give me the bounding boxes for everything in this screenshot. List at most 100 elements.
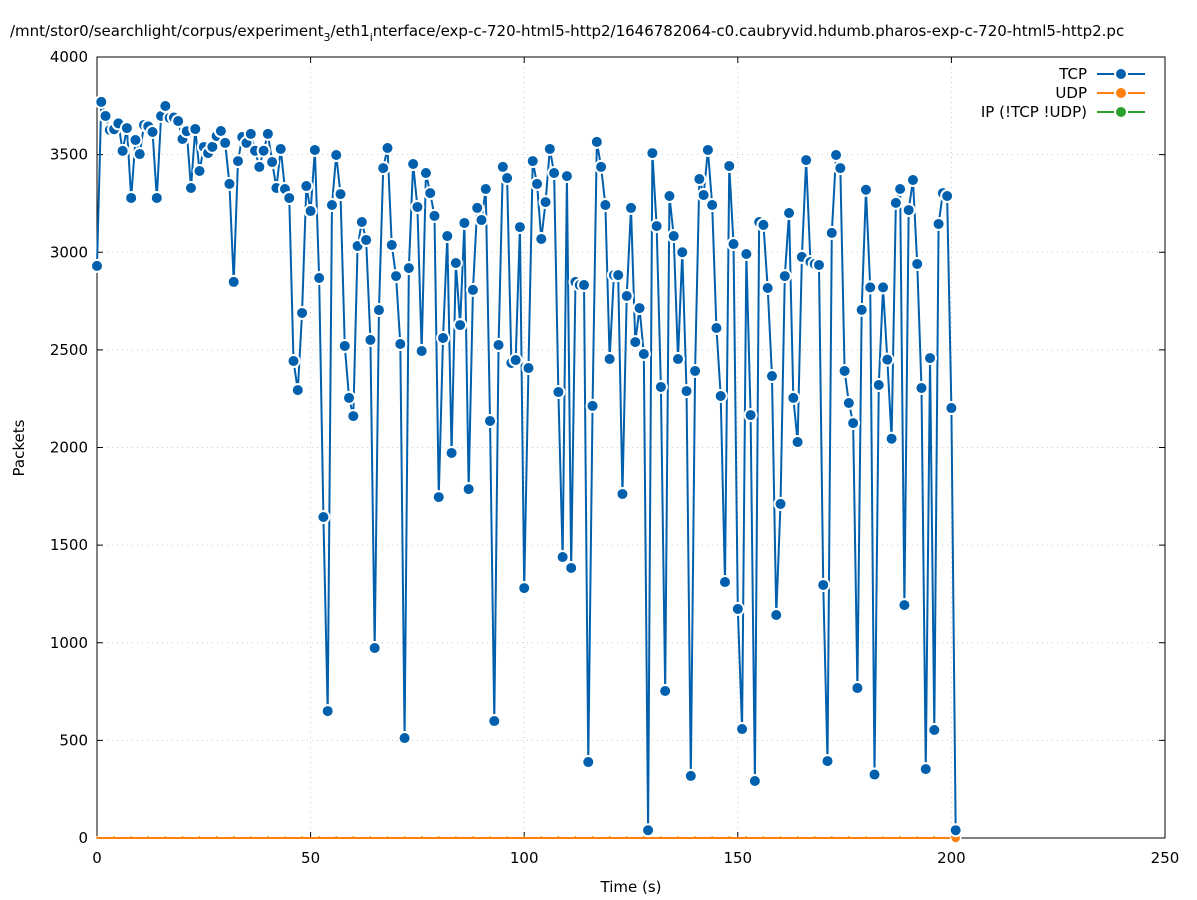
data-point [367, 641, 382, 656]
data-point [252, 159, 267, 174]
data-point [453, 318, 468, 333]
data-point [359, 232, 374, 247]
y-tick-label: 3000 [50, 243, 88, 261]
y-tick-label: 4000 [50, 48, 88, 66]
data-point [923, 351, 938, 366]
data-point [713, 388, 728, 403]
data-point [401, 261, 416, 276]
data-point [829, 148, 844, 163]
data-point [756, 217, 771, 232]
data-point [525, 154, 540, 169]
legend-marker [1114, 105, 1128, 119]
data-point [149, 190, 164, 205]
data-point [632, 301, 647, 316]
y-tick-label: 500 [59, 731, 88, 749]
data-point [342, 390, 357, 405]
data-point [213, 123, 228, 138]
data-point [700, 142, 715, 157]
y-tick-label: 1000 [50, 634, 88, 652]
data-point [376, 161, 391, 176]
data-point [132, 147, 147, 162]
data-point [662, 189, 677, 204]
data-point [577, 278, 592, 293]
data-point [624, 200, 638, 215]
data-point [282, 190, 297, 205]
data-point [389, 269, 404, 284]
data-point [824, 225, 839, 240]
data-point [474, 213, 489, 228]
data-point [478, 181, 493, 196]
data-point [649, 219, 664, 234]
data-point [410, 199, 425, 214]
data-point [777, 269, 792, 284]
data-point [256, 143, 271, 158]
x-tick-label: 100 [510, 849, 539, 867]
data-point [709, 321, 724, 336]
data-point [585, 398, 600, 413]
data-point [346, 409, 361, 424]
data-point [619, 288, 634, 303]
data-point [534, 231, 549, 246]
data-point [329, 148, 344, 163]
data-point [542, 141, 557, 156]
title-text: /mnt/stor0/searchlight/corpus/experiment [10, 22, 324, 40]
data-point [884, 431, 899, 446]
data-point [670, 352, 685, 367]
data-point [290, 383, 305, 398]
data-point [854, 302, 869, 317]
data-point [910, 256, 925, 271]
title-text: /eth1 [331, 22, 370, 40]
data-point [867, 767, 882, 782]
data-point [653, 379, 668, 394]
data-point [760, 280, 775, 295]
data-point [846, 416, 861, 431]
data-point [679, 384, 694, 399]
y-tick-label: 2500 [50, 341, 88, 359]
data-point [547, 165, 562, 180]
data-point [243, 126, 258, 141]
x-tick-label: 150 [723, 849, 752, 867]
title-subscript: i [370, 31, 373, 44]
data-point [811, 257, 826, 272]
y-tick-label: 2000 [50, 439, 88, 457]
data-point [530, 176, 545, 191]
data-point [470, 200, 485, 215]
data-point [128, 132, 143, 147]
data-point [333, 187, 348, 202]
data-point [171, 114, 186, 129]
data-point [944, 401, 959, 416]
data-point [94, 94, 109, 109]
data-point [286, 354, 301, 369]
data-point [764, 369, 779, 384]
data-point [483, 413, 498, 428]
data-point [927, 723, 942, 738]
data-point [418, 165, 433, 180]
data-point [436, 330, 451, 345]
y-tick-label: 0 [78, 829, 88, 847]
legend-label: UDP [1055, 84, 1087, 102]
data-point [98, 108, 113, 123]
data-point [730, 601, 745, 616]
data-point [508, 353, 523, 368]
data-point [273, 141, 288, 156]
data-point [692, 172, 707, 187]
data-point [500, 171, 515, 186]
legend-label: IP (!TCP !UDP) [981, 103, 1087, 121]
data-point [769, 608, 784, 623]
x-tick-label: 0 [92, 849, 102, 867]
data-point [897, 598, 912, 613]
data-point [316, 510, 331, 525]
data-point [799, 153, 814, 168]
data-point [90, 258, 104, 273]
data-point [512, 220, 527, 235]
data-point [384, 238, 399, 253]
data-point [192, 164, 207, 179]
data-point [841, 395, 856, 410]
data-point [226, 274, 241, 289]
data-point [918, 762, 933, 777]
data-point [222, 176, 237, 191]
data-point [876, 280, 891, 295]
data-point [299, 179, 314, 194]
data-point [124, 190, 139, 205]
title-text: nterface/exp-c-720-html5-http2/164678206… [373, 22, 1124, 40]
